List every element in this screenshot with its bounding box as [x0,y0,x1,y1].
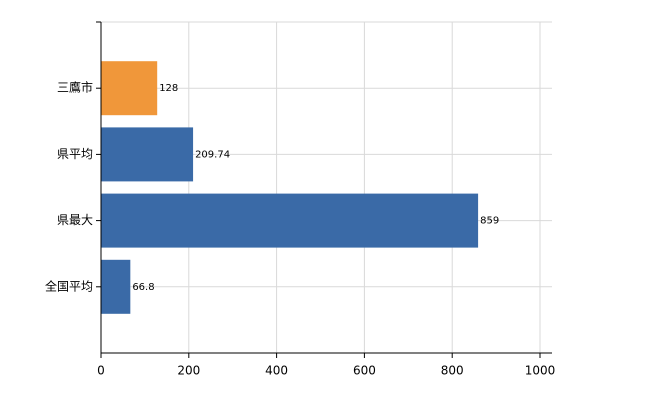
bar [101,259,131,314]
bar [101,61,158,116]
y-tick-label: 三鷹市 [57,80,93,95]
x-tick-label: 800 [441,364,464,378]
y-tick-label: 県平均 [57,147,93,161]
bar [101,127,194,182]
y-tick-label: 県最大 [57,213,93,227]
value-label: 209.74 [195,149,230,160]
x-tick-label: 400 [265,364,288,378]
value-label: 859 [480,216,499,227]
y-tick-label: 全国平均 [45,278,93,293]
x-tick-label: 0 [97,364,105,378]
x-tick-label: 600 [353,364,376,378]
bar [101,193,479,248]
value-label: 66.8 [132,282,154,293]
x-tick-label: 1000 [525,364,556,378]
x-tick-label: 200 [177,364,200,378]
value-label: 128 [159,83,178,94]
